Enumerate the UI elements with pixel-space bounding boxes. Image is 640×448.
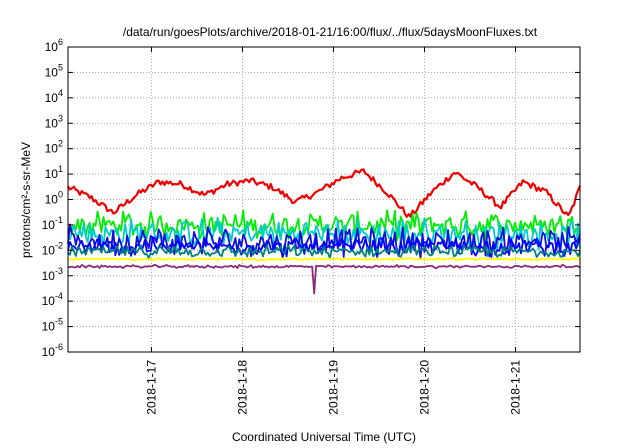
series-line-6 (67, 244, 581, 260)
y-tick-label: 10-6 (42, 342, 63, 359)
series-line-8 (68, 263, 581, 295)
x-tick-label: 2018-1-21 (509, 360, 523, 415)
y-tick-label: 106 (45, 37, 63, 54)
y-tick-label: 104 (45, 88, 63, 105)
y-axis: 10-6 10-5 10-4 10-3 10-2 10-1 100 101 102 103 104 1… (42, 37, 580, 359)
x-tick-label: 2018-1-17 (144, 360, 158, 415)
x-tick-label: 2018-1-19 (326, 360, 340, 415)
x-tick-label: 2018-1-20 (418, 360, 432, 415)
x-tick-label: 2018-1-18 (235, 360, 249, 415)
y-tick-label: 102 (45, 139, 63, 156)
series-line-1 (67, 168, 582, 218)
y-tick-label: 100 (45, 190, 63, 207)
y-tick-label: 10-3 (42, 266, 63, 283)
series-line-3 (67, 216, 581, 252)
y-axis-label: protons/cm²-s-sr-MeV (19, 142, 33, 258)
y-tick-label: 10-1 (42, 215, 63, 232)
y-tick-label: 105 (45, 62, 63, 79)
x-axis: 2018-1-17 2018-1-18 2018-1-19 2018-1-20 2018… (144, 47, 523, 415)
plot-area (67, 168, 582, 295)
y-tick-label: 101 (45, 164, 63, 181)
y-tick-label: 10-2 (42, 240, 63, 257)
grid (68, 47, 580, 352)
x-axis-label: Coordinated Universal Time (UTC) (232, 430, 416, 444)
chart-title: /data/run/goesPlots/archive/2018-01-21/1… (123, 25, 538, 39)
y-tick-label: 103 (45, 113, 63, 130)
y-tick-label: 10-5 (42, 317, 63, 334)
series-line-7 (67, 256, 581, 262)
y-tick-label: 10-4 (42, 291, 63, 308)
